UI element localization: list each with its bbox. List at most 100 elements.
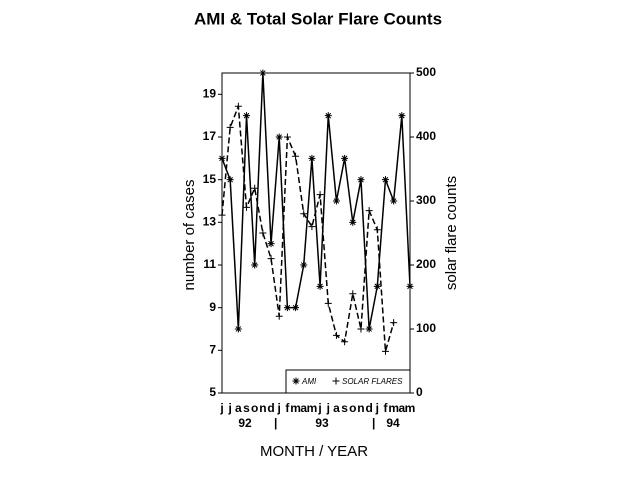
legend-box <box>285 369 411 394</box>
x-tick-label: m <box>307 401 318 415</box>
x-tick-label: f <box>285 401 290 415</box>
data-point <box>300 261 308 269</box>
x-tick-label: s <box>341 401 348 415</box>
y-tick-label: 5 <box>209 385 216 399</box>
data-point <box>365 325 373 333</box>
y2-tick-label: 500 <box>416 65 436 79</box>
data-point <box>341 154 349 162</box>
data-point <box>226 123 234 131</box>
x-tick-label: d <box>365 401 372 415</box>
y-tick-label: 11 <box>203 257 216 271</box>
x-tick-label: j <box>326 401 330 415</box>
x-tick-label: n <box>357 401 364 415</box>
chart-title: AMI & Total Solar Flare Counts <box>194 9 442 28</box>
data-point <box>259 69 267 77</box>
data-point <box>357 325 365 333</box>
y-tick-label: 9 <box>209 300 216 314</box>
x-tick-label: o <box>349 401 356 415</box>
data-point <box>390 197 398 205</box>
data-point <box>357 176 365 184</box>
data-point <box>365 207 373 215</box>
data-point <box>283 133 291 141</box>
data-point <box>300 210 308 218</box>
data-point <box>390 319 398 327</box>
data-point <box>243 203 251 211</box>
y2-tick-label: 200 <box>416 257 436 271</box>
data-point <box>373 282 381 290</box>
x-tick-label: a <box>333 401 340 415</box>
data-point <box>259 229 267 237</box>
y-tick-label: 19 <box>203 87 217 101</box>
data-point <box>398 112 406 120</box>
data-point <box>292 152 300 160</box>
series-line <box>221 106 395 352</box>
y-tick-label: 13 <box>203 215 217 229</box>
y2-tick-label: 100 <box>416 321 436 335</box>
data-point <box>381 176 389 184</box>
data-point <box>381 347 389 355</box>
data-point <box>308 154 316 162</box>
data-point <box>226 176 234 184</box>
y2-tick-label: 300 <box>416 193 436 207</box>
x-tick-label: j <box>277 401 281 415</box>
data-point <box>234 102 242 110</box>
data-point <box>308 223 316 231</box>
x-tick-label: d <box>267 401 274 415</box>
data-point <box>267 240 275 248</box>
legend-label: AMI <box>301 377 317 386</box>
data-point <box>316 191 324 199</box>
data-point <box>349 290 357 298</box>
x-tick-label: o <box>251 401 258 415</box>
data-point <box>243 112 251 120</box>
y-tick-label: 15 <box>203 172 217 186</box>
data-point <box>267 255 275 263</box>
x-tick-label: j <box>375 401 379 415</box>
y-axis-label: number of cases <box>181 180 198 291</box>
legend-label: SOLAR FLARES <box>342 377 403 386</box>
y-tick-label: 7 <box>209 343 216 357</box>
x-tick-label: j <box>219 401 223 415</box>
data-point <box>251 184 259 192</box>
year-label: 92 <box>238 416 252 430</box>
x-tick-label: a <box>235 401 242 415</box>
x-tick-label: a <box>300 401 307 415</box>
x-tick-label: j <box>317 401 321 415</box>
data-point <box>332 331 340 339</box>
x-tick-label: a <box>398 401 405 415</box>
data-point <box>406 282 414 290</box>
data-point <box>251 261 259 269</box>
data-point <box>292 304 300 312</box>
data-point <box>218 154 226 162</box>
data-point <box>283 304 291 312</box>
data-point <box>324 112 332 120</box>
data-point <box>332 197 340 205</box>
data-point <box>234 325 242 333</box>
data-point <box>275 312 283 320</box>
data-point <box>275 133 283 141</box>
x-tick-label: m <box>290 401 301 415</box>
x-axis-label: MONTH / YEAR <box>260 443 368 460</box>
legend-marker <box>332 377 340 385</box>
year-label: 93 <box>315 416 329 430</box>
y2-tick-label: 400 <box>416 129 436 143</box>
x-tick-label: s <box>243 401 250 415</box>
legend-marker <box>292 377 300 385</box>
x-tick-label: m <box>405 401 416 415</box>
x-tick-label: n <box>259 401 266 415</box>
data-point <box>218 211 226 219</box>
y2-tick-label: 0 <box>416 385 423 399</box>
year-separator: | <box>372 416 375 430</box>
series-line <box>221 72 411 330</box>
data-point <box>349 218 357 226</box>
data-point <box>341 338 349 346</box>
y2-axis-label: solar flare counts <box>443 176 460 290</box>
data-point <box>324 299 332 307</box>
y-tick-label: 17 <box>203 129 217 143</box>
x-tick-label: f <box>383 401 388 415</box>
data-point <box>316 282 324 290</box>
data-point <box>373 226 381 234</box>
x-tick-label: m <box>388 401 399 415</box>
x-tick-label: j <box>228 401 232 415</box>
year-label: 94 <box>386 416 400 430</box>
